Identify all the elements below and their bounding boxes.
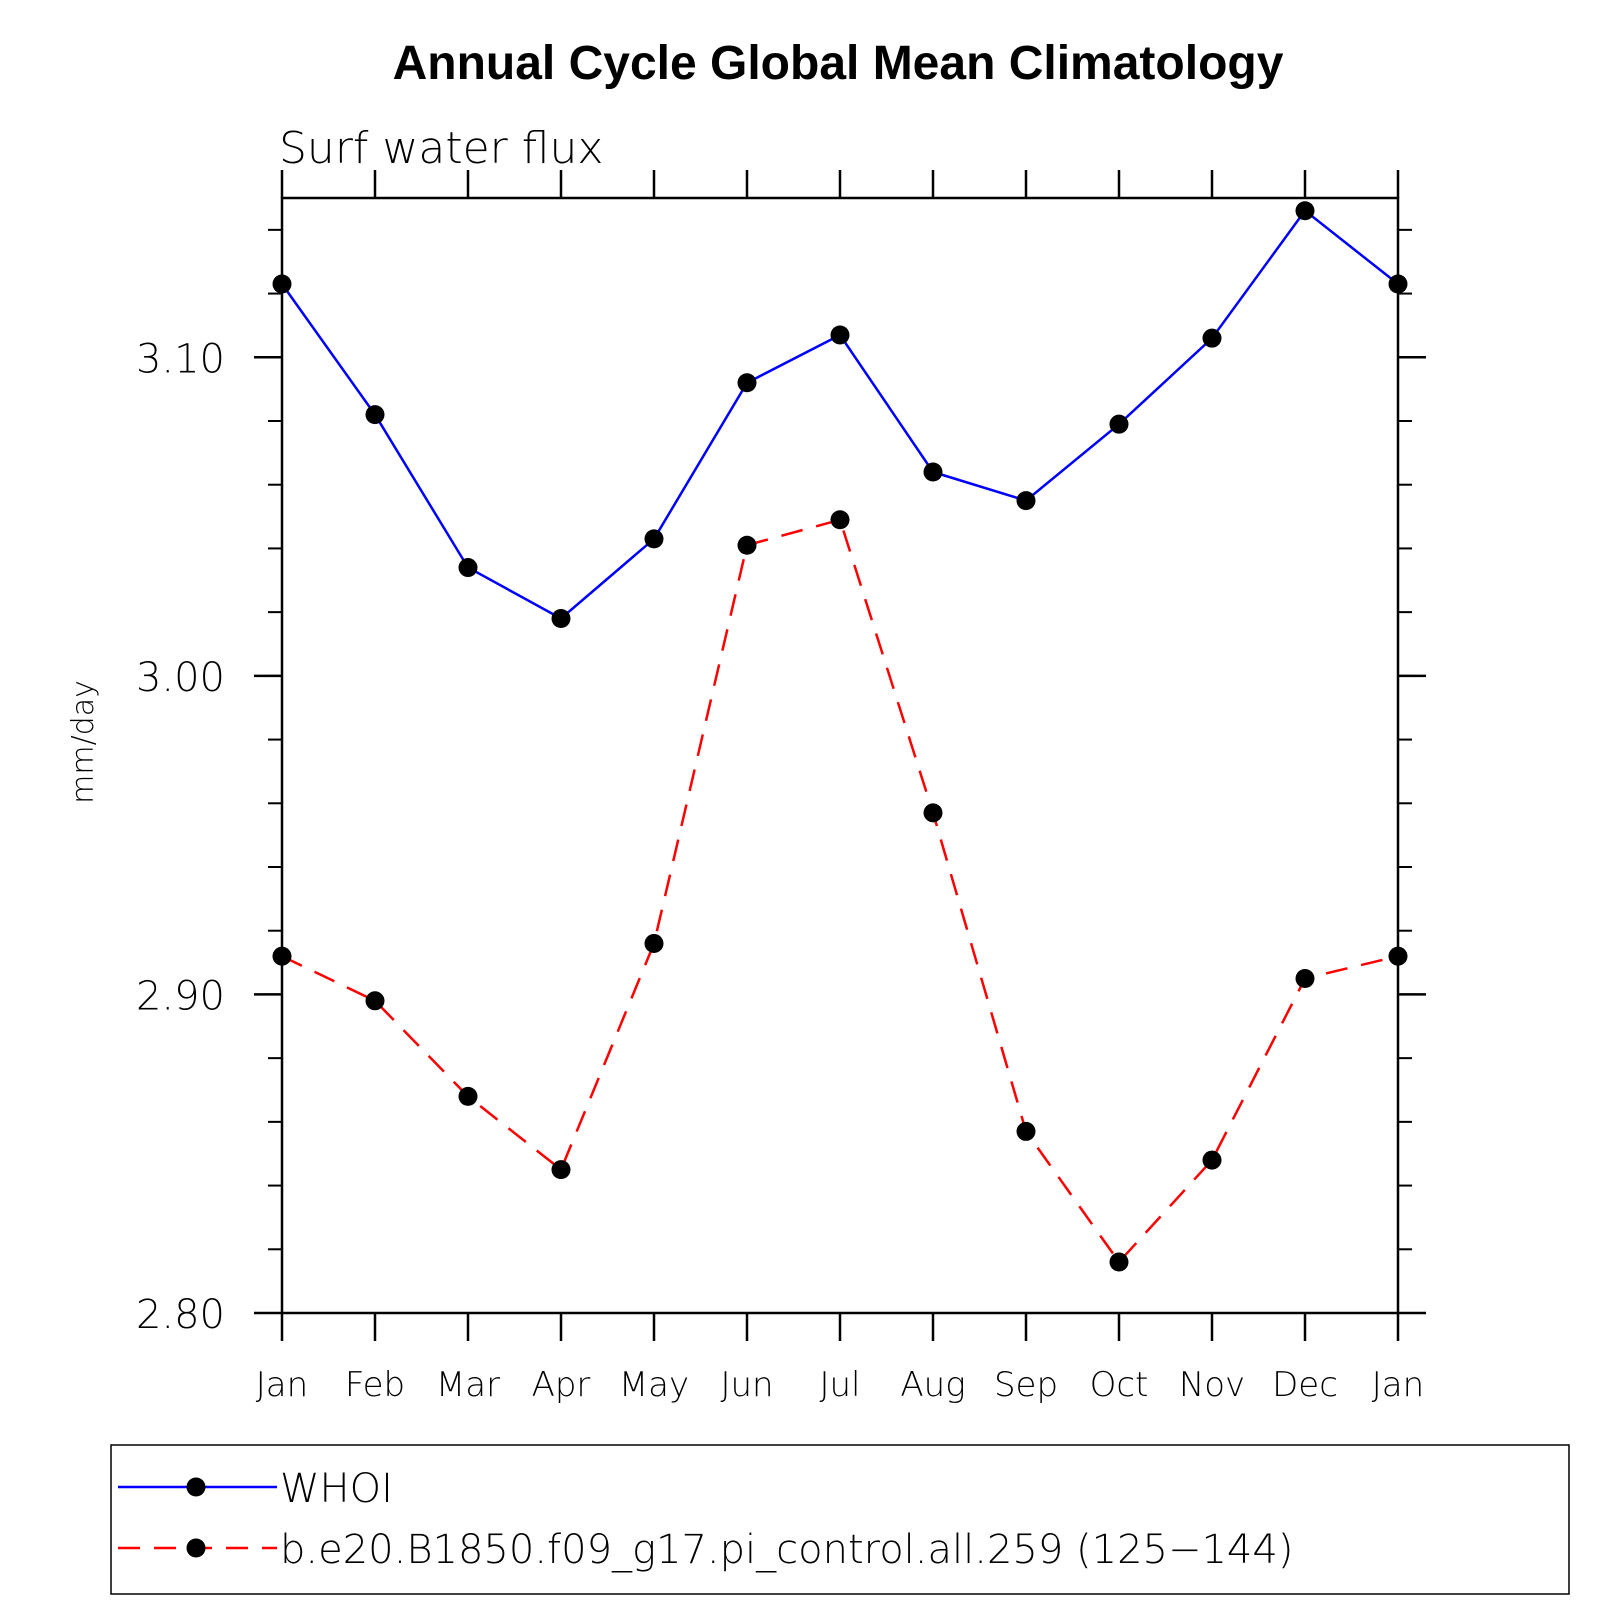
x-tick-label: Aug: [900, 1365, 965, 1405]
legend-marker-1: [186, 1477, 206, 1497]
plot-frame: [280, 196, 1400, 1315]
x-tick-label: Jan: [256, 1365, 308, 1405]
data-point: [1016, 1121, 1036, 1141]
x-tick-label: Dec: [1272, 1365, 1338, 1405]
data-point: [365, 405, 385, 425]
chart-title: Annual Cycle Global Mean Climatology: [393, 37, 1284, 90]
x-tick-label: Feb: [345, 1365, 405, 1405]
data-point: [737, 535, 757, 555]
x-tick-label: Oct: [1090, 1365, 1149, 1405]
data-point: [458, 1086, 478, 1106]
legend: WHOI b.e20.B1850.f09_g17.pi_control.all.2…: [110, 1444, 1570, 1595]
x-tick-label: Apr: [532, 1365, 591, 1405]
x-tick-label: Nov: [1179, 1365, 1245, 1405]
y-axis-label: mm/day: [66, 680, 101, 804]
x-tick-label: Jun: [720, 1365, 773, 1405]
legend-label-2: b.e20.B1850.f09_g17.pi_control.all.259 (…: [280, 1527, 1293, 1573]
data-point: [1109, 414, 1129, 434]
data-point: [737, 373, 757, 393]
x-tick-label: Mar: [436, 1365, 500, 1405]
y-tick-label: 3.10: [136, 336, 225, 382]
data-point: [551, 1160, 571, 1180]
data-point: [830, 510, 850, 530]
y-tick-label: 2.80: [136, 1292, 225, 1338]
data-point: [365, 991, 385, 1011]
legend-label-1: WHOI: [280, 1466, 393, 1512]
data-point: [923, 803, 943, 823]
plot-area: Jan Feb Mar Apr May Jun Jul Aug Sep Oct Nov Dec Jan 2…: [136, 170, 1426, 1405]
data-point: [1295, 969, 1315, 988]
y-tick-label: 2.90: [136, 973, 225, 1019]
data-point: [644, 933, 664, 953]
x-tick-label: Jul: [819, 1365, 860, 1405]
data-point: [644, 529, 664, 549]
series-line-2: [281, 518, 1399, 1264]
data-point: [1295, 201, 1315, 221]
data-point: [551, 609, 571, 629]
x-tick-label: Sep: [994, 1365, 1058, 1405]
chart-subtitle: Surf water flux: [279, 123, 603, 174]
series-line-1: [280, 208, 1399, 621]
legend-marker-2: [186, 1538, 206, 1558]
data-point: [923, 462, 943, 482]
data-point: [458, 558, 478, 578]
data-point: [830, 325, 850, 345]
x-tick-label: Jan: [1372, 1365, 1424, 1405]
x-tick-label: May: [619, 1365, 689, 1405]
data-point: [1202, 328, 1222, 348]
legend-box: [110, 1444, 1570, 1595]
data-point: [1109, 1252, 1129, 1272]
data-point: [1016, 491, 1036, 511]
data-point: [1202, 1150, 1222, 1170]
y-tick-label: 3.00: [136, 655, 225, 701]
